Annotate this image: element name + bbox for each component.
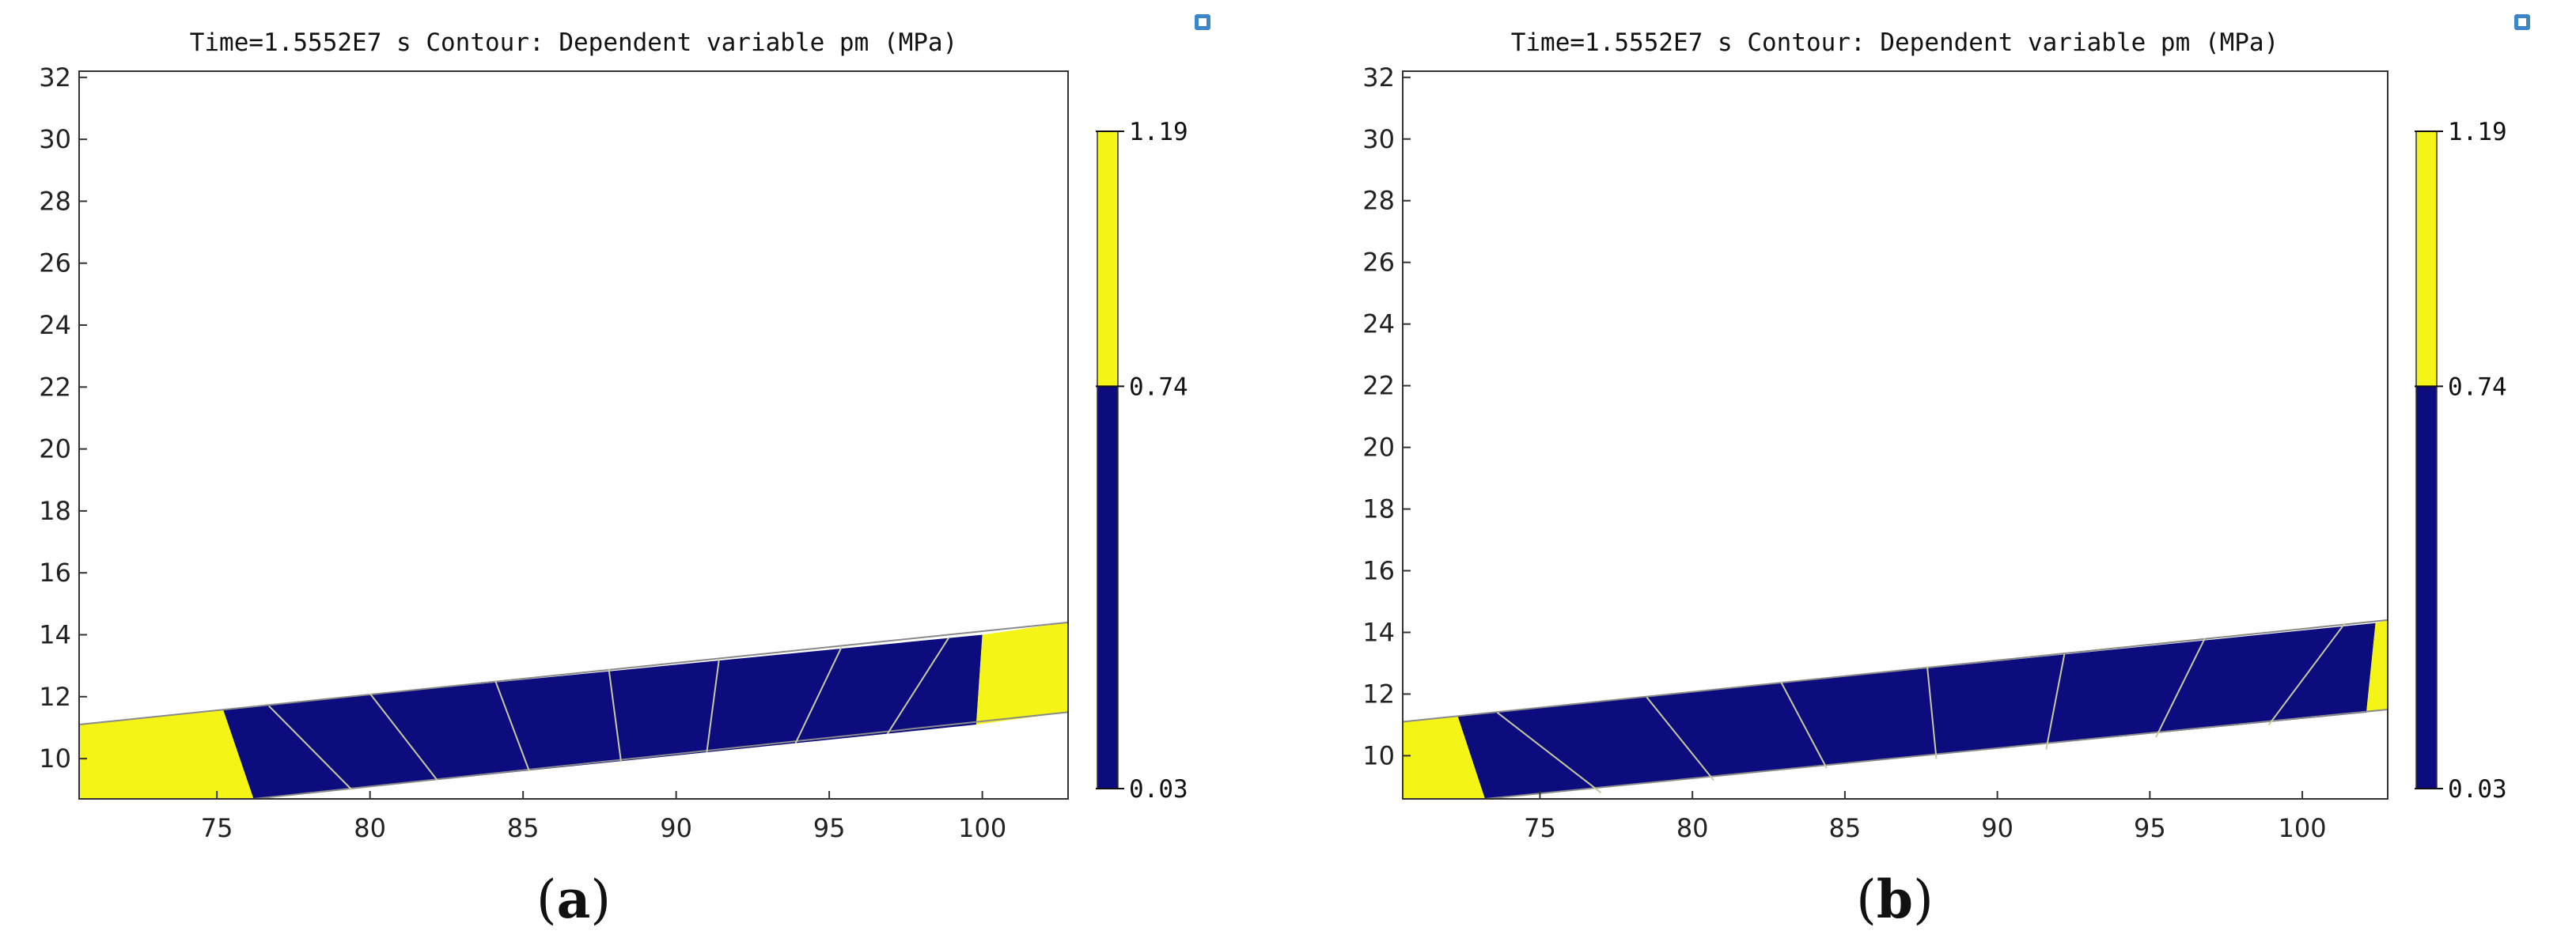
sub-boundary-2: [369, 693, 438, 781]
contour-band: [1403, 619, 2388, 799]
high-region-left: [79, 709, 254, 799]
plot-frame: [78, 70, 1069, 800]
panel-label: (b): [1856, 868, 1934, 930]
x-tick-label: 95: [2134, 813, 2166, 843]
panel-label: (a): [536, 868, 611, 930]
y-tick-label: 30: [1362, 124, 1395, 154]
y-tick-label: 22: [39, 372, 71, 402]
x-tick-label: 80: [1676, 813, 1709, 843]
sub-boundary-6: [794, 646, 843, 744]
sub-boundary-3: [1780, 681, 1828, 769]
contour-band: [79, 621, 1068, 799]
y-tick-label: 12: [39, 682, 71, 712]
sub-boundary-7: [2267, 622, 2346, 726]
colorbar-label: 0.03: [1129, 775, 1188, 804]
x-tick-label: 75: [1524, 813, 1556, 843]
colorbar-label: 0.74: [1129, 373, 1188, 401]
colorbar-label: 1.19: [1129, 118, 1188, 146]
x-tick-label: 80: [354, 813, 386, 843]
y-tick-label: 18: [1362, 494, 1395, 524]
x-tick-label: 95: [813, 813, 846, 843]
band-bottom-edge: [253, 711, 1068, 799]
x-tick-label: 85: [1829, 813, 1862, 843]
high-region-left: [1403, 715, 1486, 799]
high-region-right: [2366, 619, 2388, 713]
y-tick-label: 28: [39, 186, 71, 216]
y-tick-label: 16: [1362, 556, 1395, 586]
y-tick-label: 32: [1362, 62, 1395, 93]
y-tick-label: 30: [39, 124, 71, 154]
y-tick-label: 28: [1362, 186, 1395, 216]
band-top-edge: [1403, 619, 2388, 723]
sub-boundary-4: [1926, 666, 1938, 759]
y-tick-label: 12: [1362, 679, 1395, 709]
sub-boundary-5: [2045, 653, 2066, 750]
colorbar-label: 0.74: [2448, 373, 2507, 401]
colorbar-high: [1097, 131, 1118, 387]
colorbar: 1.19 0.74 0.03: [1096, 118, 1188, 804]
x-tick-label: 100: [2279, 813, 2327, 843]
x-tick-label: 75: [201, 813, 233, 843]
corner-export-icon[interactable]: [1195, 14, 1210, 30]
high-region-right: [975, 622, 1068, 725]
y-tick-label: 20: [1362, 433, 1395, 463]
corner-export-icon[interactable]: [2514, 14, 2530, 30]
y-tick-label: 20: [39, 434, 71, 464]
y-tick-label: 26: [39, 248, 71, 278]
sub-boundary-3: [494, 680, 530, 772]
x-tick-label: 85: [507, 813, 540, 843]
panel-a: Time=1.5552E7 s Contour: Dependent varia…: [39, 14, 1210, 930]
colorbar: 1.19 0.74 0.03: [2415, 118, 2507, 804]
y-tick-label: 24: [39, 310, 71, 340]
sub-boundary-6: [2155, 638, 2206, 738]
y-tick-label: 32: [39, 62, 71, 93]
sub-boundary-1: [268, 705, 353, 790]
colorbar-label: 1.19: [2448, 118, 2507, 146]
low-region: [222, 634, 983, 799]
y-tick-label: 18: [39, 496, 71, 526]
colorbar-low: [2416, 386, 2437, 789]
sub-boundary-2: [1646, 696, 1714, 781]
plot-title: Time=1.5552E7 s Contour: Dependent varia…: [1511, 28, 2279, 57]
sub-boundary-4: [608, 668, 622, 762]
y-tick-label: 26: [1362, 248, 1395, 278]
y-tick-label: 22: [1362, 371, 1395, 401]
x-tick-label: 90: [1981, 813, 2013, 843]
y-tick-label: 14: [39, 620, 71, 650]
x-tick-label: 90: [660, 813, 692, 843]
y-tick-label: 16: [39, 558, 71, 588]
low-region: [1457, 622, 2376, 799]
colorbar-label: 0.03: [2448, 775, 2507, 804]
y-tick-label: 10: [39, 744, 71, 774]
y-tick-label: 14: [1362, 617, 1395, 647]
sub-boundary-1: [1496, 712, 1602, 793]
y-tick-label: 10: [1362, 740, 1395, 770]
plot-title: Time=1.5552E7 s Contour: Dependent varia…: [190, 28, 958, 57]
plot-frame: [1402, 70, 2388, 800]
panel-b: Time=1.5552E7 s Contour: Dependent varia…: [1362, 14, 2530, 930]
colorbar-high: [2416, 131, 2437, 387]
colorbar-low: [1097, 386, 1118, 789]
sub-boundary-5: [706, 659, 720, 753]
band-top-edge: [79, 621, 1068, 726]
x-tick-label: 100: [958, 813, 1006, 843]
sub-boundary-7: [886, 637, 949, 735]
y-tick-label: 24: [1362, 309, 1395, 339]
